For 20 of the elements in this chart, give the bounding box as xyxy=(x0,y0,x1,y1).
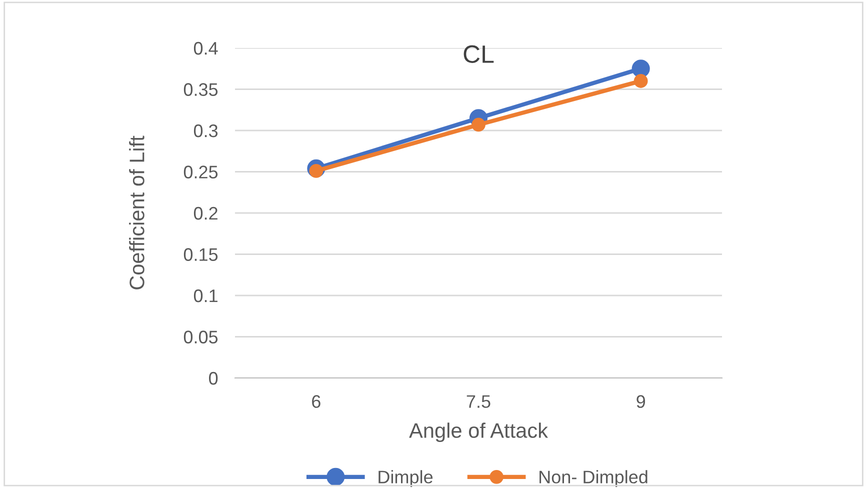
y-tick-label: 0.15 xyxy=(184,248,218,261)
y-tick-label: 0.35 xyxy=(184,83,218,96)
y-tick-label: 0.2 xyxy=(194,206,218,220)
point xyxy=(472,118,486,132)
point xyxy=(634,74,648,88)
point xyxy=(632,60,650,78)
y-tick-label: 0.25 xyxy=(184,166,218,178)
y-axis-title: Coefficient of Lift xyxy=(129,136,144,290)
x-tick-label: 6 xyxy=(312,395,320,408)
legend-label: Non- Dimpled xyxy=(540,470,648,487)
y-tick-label: 0.05 xyxy=(184,330,218,344)
chart-title: CL xyxy=(464,45,494,64)
y-tick-label: 0 xyxy=(209,372,218,385)
legend-label: Dimple xyxy=(378,470,433,487)
x-tick-label: 7.5 xyxy=(466,395,490,408)
y-tick-label: 0.1 xyxy=(194,289,218,302)
y-tick-label: 0.3 xyxy=(194,124,218,138)
y-tick-label: 0.4 xyxy=(194,42,218,55)
x-tick-label: 9 xyxy=(636,395,645,408)
x-axis-title: Angle of Attack xyxy=(409,422,548,442)
